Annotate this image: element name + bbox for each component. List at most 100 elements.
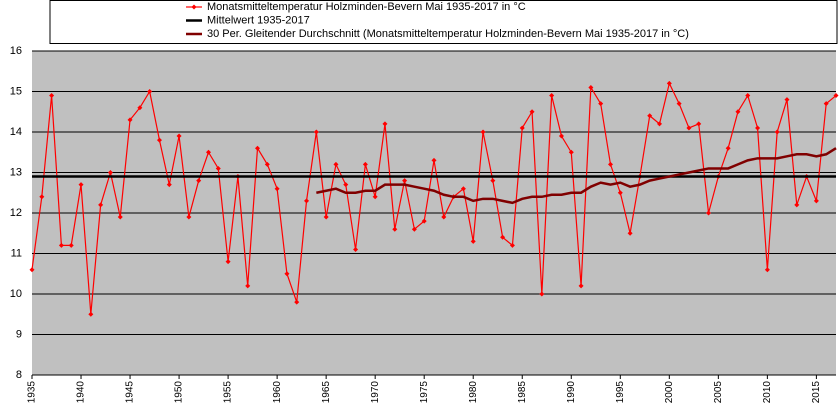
point-marker bbox=[156, 137, 162, 143]
y-tick-label: 10 bbox=[10, 288, 22, 300]
point-marker bbox=[49, 93, 55, 99]
series-line bbox=[316, 147, 837, 205]
legend-label: Mittelwert 1935-2017 bbox=[207, 14, 310, 26]
point-marker bbox=[460, 186, 466, 192]
point-marker bbox=[833, 93, 839, 99]
point-marker bbox=[313, 129, 319, 135]
point-marker bbox=[617, 190, 623, 196]
x-tick-label: 1940 bbox=[76, 381, 87, 404]
point-marker bbox=[735, 109, 741, 115]
y-tick-label: 12 bbox=[10, 207, 22, 219]
point-marker bbox=[558, 133, 564, 139]
point-marker bbox=[372, 194, 378, 200]
point-marker bbox=[823, 101, 829, 107]
point-marker bbox=[519, 125, 525, 131]
y-tick-label: 9 bbox=[16, 328, 22, 340]
point-marker bbox=[470, 238, 476, 244]
x-tick-label: 2010 bbox=[762, 381, 773, 404]
point-marker bbox=[186, 214, 192, 220]
point-marker bbox=[98, 202, 104, 208]
point-marker bbox=[480, 129, 486, 135]
point-marker bbox=[774, 129, 780, 135]
point-marker bbox=[382, 121, 388, 127]
point-marker bbox=[500, 234, 506, 240]
point-marker bbox=[627, 230, 633, 236]
x-tick-label: 1975 bbox=[419, 381, 430, 404]
y-tick-label: 13 bbox=[10, 166, 22, 178]
x-tick-label: 1980 bbox=[468, 381, 479, 404]
x-tick-label: 1985 bbox=[517, 381, 528, 404]
point-marker bbox=[333, 161, 339, 167]
point-marker bbox=[686, 125, 692, 131]
y-tick-label: 11 bbox=[11, 247, 22, 259]
point-marker bbox=[607, 161, 613, 167]
point-marker bbox=[725, 145, 731, 151]
y-tick-label: 15 bbox=[10, 85, 22, 97]
x-tick-label: 2015 bbox=[811, 381, 822, 404]
x-tick-label: 1935 bbox=[27, 381, 38, 404]
point-marker bbox=[107, 170, 113, 175]
point-marker bbox=[205, 149, 211, 155]
point-marker bbox=[323, 214, 329, 220]
legend-label: 30 Per. Gleitender Durchschnitt (Monatsm… bbox=[207, 28, 689, 40]
x-tick-label: 1960 bbox=[272, 381, 283, 404]
point-marker bbox=[784, 97, 790, 103]
point-marker bbox=[196, 178, 202, 184]
point-marker bbox=[166, 182, 172, 188]
x-tick-label: 1950 bbox=[174, 381, 185, 404]
x-tick-label: 2000 bbox=[664, 381, 675, 404]
x-tick-label: 1995 bbox=[615, 381, 626, 404]
point-marker bbox=[68, 242, 74, 248]
point-marker bbox=[411, 226, 417, 232]
point-marker bbox=[647, 113, 653, 119]
point-marker bbox=[568, 149, 574, 155]
point-marker bbox=[78, 182, 84, 188]
point-marker bbox=[127, 117, 133, 123]
point-marker bbox=[117, 214, 123, 220]
point-marker bbox=[813, 198, 819, 204]
point-marker bbox=[264, 161, 270, 167]
point-marker bbox=[431, 157, 437, 163]
x-tick-label: 1970 bbox=[370, 381, 381, 404]
point-marker bbox=[137, 105, 143, 111]
point-marker bbox=[215, 165, 221, 171]
point-marker bbox=[294, 299, 300, 305]
point-marker bbox=[353, 246, 359, 252]
point-marker bbox=[588, 84, 594, 90]
point-marker bbox=[39, 194, 45, 200]
point-marker bbox=[578, 283, 584, 289]
point-marker bbox=[666, 80, 672, 86]
point-marker bbox=[549, 93, 555, 99]
point-marker bbox=[441, 214, 447, 220]
y-tick-label: 14 bbox=[10, 126, 22, 138]
x-tick-label: 1945 bbox=[125, 381, 136, 404]
point-marker bbox=[274, 186, 280, 192]
x-tick-label: 1990 bbox=[566, 381, 577, 404]
point-marker bbox=[29, 267, 35, 273]
point-marker bbox=[490, 178, 496, 184]
point-marker bbox=[343, 182, 349, 188]
point-marker bbox=[304, 198, 310, 204]
point-marker bbox=[696, 121, 702, 127]
point-marker bbox=[362, 161, 368, 167]
point-marker bbox=[245, 283, 251, 289]
point-marker bbox=[764, 267, 770, 273]
point-marker bbox=[509, 242, 515, 248]
x-tick-label: 1965 bbox=[321, 381, 332, 404]
point-marker bbox=[657, 121, 663, 127]
point-marker bbox=[676, 101, 682, 107]
point-marker bbox=[284, 271, 290, 277]
x-tick-label: 2005 bbox=[713, 381, 724, 404]
point-marker bbox=[598, 101, 604, 107]
point-marker bbox=[392, 226, 398, 232]
point-marker bbox=[421, 218, 427, 224]
y-tick-label: 16 bbox=[10, 45, 22, 57]
legend-box bbox=[49, 0, 838, 44]
point-marker bbox=[88, 311, 94, 317]
point-marker bbox=[255, 145, 261, 151]
legend-label: Monatsmitteltemperatur Holzminden-Bevern… bbox=[207, 1, 526, 13]
point-marker bbox=[794, 202, 800, 208]
point-marker bbox=[745, 93, 751, 99]
point-marker bbox=[225, 259, 231, 265]
